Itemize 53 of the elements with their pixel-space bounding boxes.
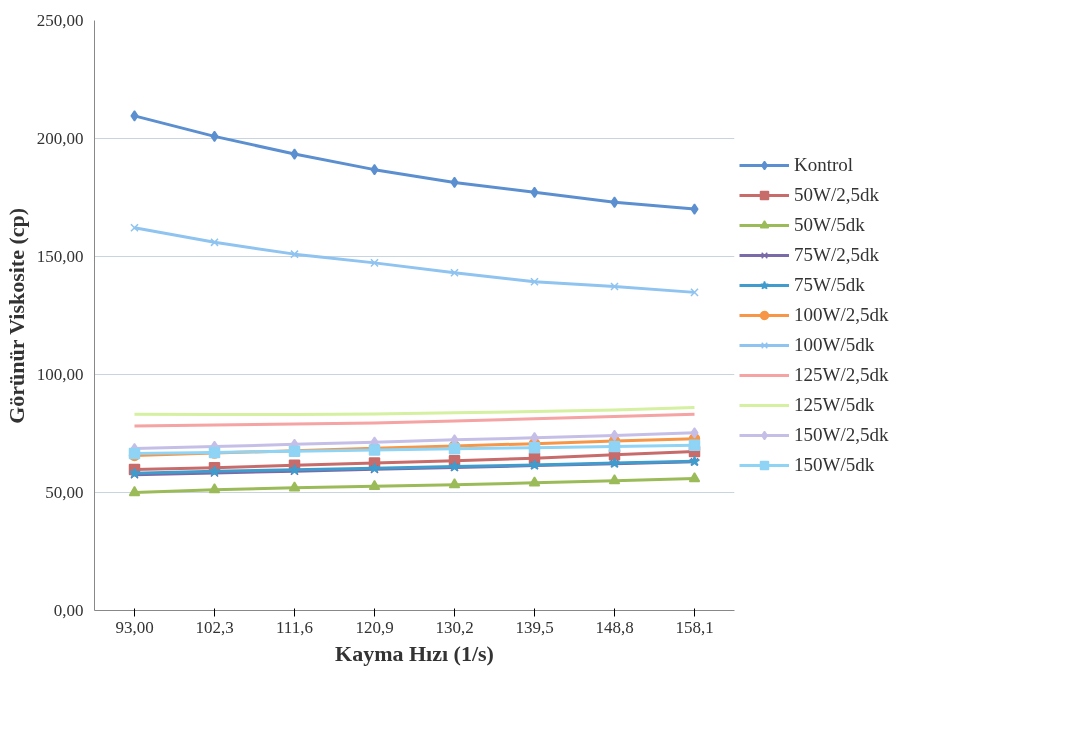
x-tick-label: 93,00	[115, 617, 154, 637]
point	[608, 440, 621, 453]
y-tick-label: 200,00	[36, 129, 84, 148]
point	[530, 277, 539, 287]
legend-label: 150W/5dk	[794, 454, 875, 476]
legend-label: 100W/5dk	[794, 334, 875, 356]
point	[610, 196, 619, 208]
point	[690, 203, 699, 215]
y-axis-title: Görünür Viskosite (cp)	[3, 207, 29, 424]
x-tick-label: 139,5	[515, 617, 554, 637]
legend-label: 75W/5dk	[794, 274, 865, 296]
point	[290, 148, 299, 160]
point	[370, 258, 379, 268]
point	[448, 478, 461, 489]
x-axis-title: Kayma Hızı (1/s)	[335, 640, 494, 666]
legend-label: 125W/5dk	[794, 394, 875, 416]
line-series	[133, 406, 696, 417]
point	[688, 472, 701, 483]
legend-label: 50W/5dk	[794, 214, 865, 236]
point	[208, 483, 221, 494]
point	[210, 238, 219, 247]
legend-label: 150W/2,5dk	[794, 424, 889, 446]
x-tick-label: 130,2	[435, 617, 474, 637]
y-tick-label: 100,00	[36, 365, 84, 384]
point	[528, 441, 541, 454]
point	[288, 481, 301, 492]
point	[368, 479, 381, 490]
legend-label: Kontrol	[794, 154, 854, 176]
legend-label: 125W/2,5dk	[794, 364, 889, 386]
point	[610, 282, 619, 291]
x-tick-label: 148,8	[595, 617, 634, 637]
point	[528, 476, 541, 487]
point	[130, 110, 139, 122]
legend-label: 50W/2,5dk	[794, 184, 879, 206]
x-tick-label: 111,6	[276, 617, 314, 637]
point	[608, 474, 621, 485]
y-tick-label: 50,00	[45, 483, 84, 502]
x-tick-label: 120,9	[355, 617, 394, 637]
point	[688, 439, 701, 452]
y-tick-label: 0,00	[53, 601, 84, 620]
legend-label: 100W/2,5dk	[794, 304, 889, 326]
point	[130, 223, 139, 232]
line-series	[133, 412, 696, 428]
x-tick-label: 102,3	[195, 617, 234, 637]
x-tick-label: 158,1	[675, 617, 714, 637]
legend-label: 75W/2,5dk	[794, 244, 879, 266]
point	[128, 485, 141, 497]
point	[450, 268, 459, 278]
y-tick-label: 150,00	[36, 247, 84, 266]
point	[290, 249, 299, 259]
point	[690, 288, 699, 297]
y-tick-label: 250,00	[36, 11, 84, 30]
point	[690, 427, 699, 439]
